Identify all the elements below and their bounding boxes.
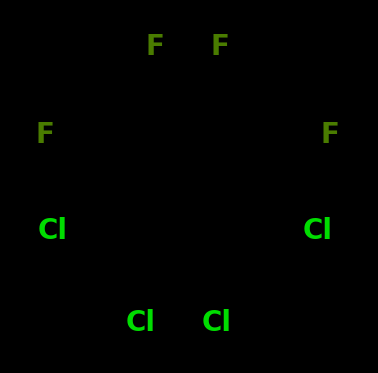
Text: Cl: Cl <box>38 216 68 245</box>
Text: Cl: Cl <box>125 309 155 338</box>
Text: Cl: Cl <box>303 216 333 245</box>
Text: F: F <box>210 32 229 61</box>
Text: Cl: Cl <box>202 309 232 338</box>
Text: F: F <box>321 121 339 149</box>
Text: F: F <box>145 32 164 61</box>
Text: F: F <box>36 121 55 149</box>
